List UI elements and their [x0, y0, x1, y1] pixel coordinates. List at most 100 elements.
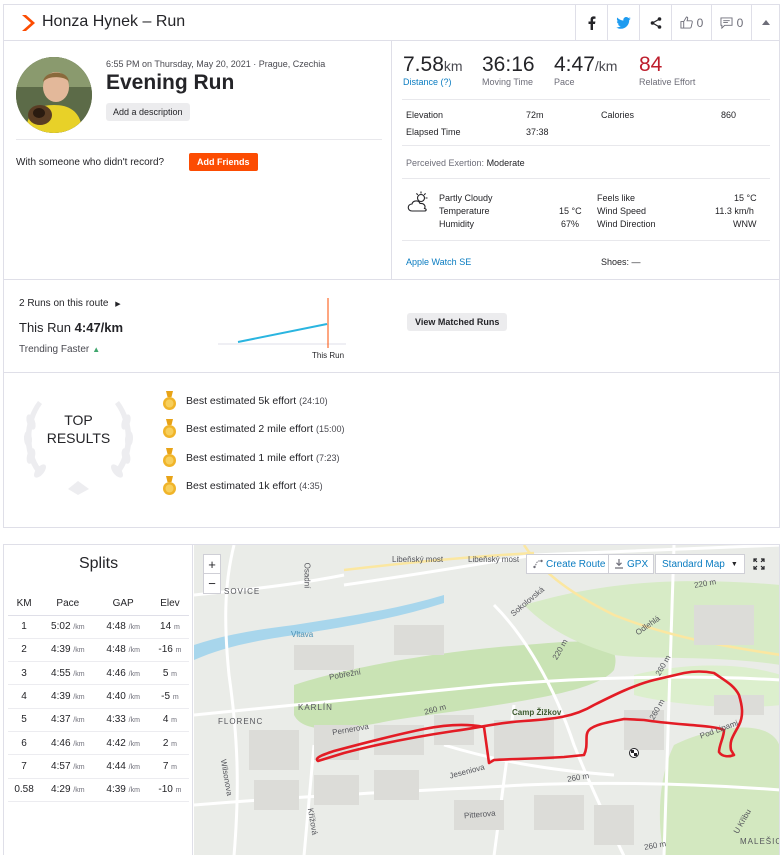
calories-value: 860: [721, 110, 737, 120]
fullscreen-button[interactable]: [748, 554, 770, 574]
medal-icon: [163, 419, 176, 438]
achievement-time: (24:10): [299, 396, 328, 406]
shoes-info: Shoes: —: [601, 257, 641, 267]
add-friends-button[interactable]: Add Friends: [189, 153, 258, 171]
route-path: [315, 670, 744, 765]
view-matched-runs-button[interactable]: View Matched Runs: [407, 313, 508, 331]
split-gap-unit: /km: [128, 624, 140, 632]
map-type-select[interactable]: Standard Map ▼: [655, 554, 745, 574]
split-gap: 4:46 /km: [95, 661, 151, 686]
zoom-out-button[interactable]: −: [208, 576, 216, 591]
splits-header-row: KM Pace GAP Elev: [8, 592, 189, 616]
map-label: Camp Žižkov: [512, 708, 562, 717]
perceived-value: Moderate: [486, 158, 525, 168]
gpx-download-button[interactable]: GPX: [608, 554, 655, 574]
river-vltava: [194, 595, 444, 660]
split-gap-unit: /km: [128, 694, 140, 702]
map-canvas: [194, 545, 779, 855]
runs-on-route-link[interactable]: 2 Runs on this route ▶: [19, 298, 121, 309]
trend-text: Trending Faster: [19, 344, 90, 355]
achievement-name: Best estimated 1 mile effort: [186, 452, 314, 464]
split-pace-value: 4:46: [51, 737, 71, 749]
map-label: KARLÍN: [298, 703, 333, 712]
split-gap-unit: /km: [128, 763, 140, 771]
stat-relative-effort[interactable]: 84 Relative Effort: [639, 53, 695, 87]
route-map[interactable]: Libeňský most Libeňský most Sokolovská O…: [194, 545, 779, 855]
activity-card: Honza Hynek – Run 0 0: [3, 4, 780, 528]
comments-button[interactable]: 0: [711, 5, 751, 40]
split-gap-unit: /km: [128, 717, 140, 725]
map-label: Libeňský most: [468, 555, 520, 564]
collapse-button[interactable]: [751, 5, 779, 40]
activity-header: Honza Hynek – Run 0 0: [4, 5, 779, 41]
create-route-button[interactable]: Create Route: [526, 554, 613, 574]
twitter-share-button[interactable]: [607, 5, 639, 40]
split-elev-value: -5: [161, 691, 171, 703]
splits-panel: Splits KM Pace GAP Elev 1 5:02 /km 4:48 /k…: [4, 545, 193, 855]
split-elev-value: 4: [162, 714, 169, 726]
share-button[interactable]: [639, 5, 671, 40]
achievement-item[interactable]: Best estimated 5k effort (24:10): [162, 390, 328, 412]
this-run-pace: This Run 4:47/km: [19, 320, 123, 335]
table-row: 2 4:39 /km 4:48 /km -16 m: [8, 638, 189, 663]
split-gap-value: 4:48: [106, 644, 126, 656]
facebook-share-button[interactable]: [575, 5, 607, 40]
zoom-in-button[interactable]: +: [204, 555, 220, 574]
wind-direction-label: Wind Direction: [597, 219, 656, 229]
wind-speed-value: 11.3 km/h: [715, 206, 754, 216]
activity-summary: 6:55 PM on Thursday, May 20, 2021 · Prag…: [4, 41, 392, 279]
split-pace: 4:55 /km: [40, 661, 96, 686]
split-gap-value: 4:46: [106, 667, 126, 679]
split-pace: 4:39 /km: [40, 638, 96, 663]
split-elev-value: -10: [158, 784, 173, 796]
split-pace-value: 4:39: [51, 644, 71, 656]
kudos-button[interactable]: 0: [671, 5, 711, 40]
top-results-line1: TOP: [64, 412, 93, 428]
achievement-item[interactable]: Best estimated 1 mile effort (7:23): [162, 447, 340, 469]
matched-runs-section: 2 Runs on this route ▶ This Run 4:47/km …: [4, 279, 779, 373]
split-gap: 4:33 /km: [95, 708, 151, 732]
pace-label: Pace: [554, 77, 575, 87]
this-run-marker-label: This Run: [312, 351, 344, 360]
achievement-item[interactable]: Best estimated 1k effort (4:35): [162, 475, 323, 497]
add-description-button[interactable]: Add a description: [106, 103, 190, 121]
achievement-item[interactable]: Best estimated 2 mile effort (15:00): [162, 418, 345, 440]
create-route-icon: [533, 559, 543, 569]
split-km-value: 4: [21, 691, 27, 703]
split-elev: 7 m: [150, 754, 189, 779]
split-pace: 4:39 /km: [40, 684, 96, 709]
weather-condition: Partly Cloudy: [439, 193, 493, 203]
split-gap-value: 4:48: [106, 621, 126, 633]
split-gap: 4:39 /km: [95, 778, 151, 802]
perceived-exertion: Perceived Exertion: Moderate: [406, 158, 525, 168]
split-gap: 4:40 /km: [95, 684, 151, 709]
split-gap: 4:48 /km: [95, 638, 151, 663]
partly-cloudy-icon: [407, 191, 428, 212]
split-km-value: 5: [21, 714, 27, 726]
feels-like-value: 15 °C: [734, 193, 757, 203]
table-row: 7 4:57 /km 4:44 /km 7 m: [8, 754, 189, 779]
split-km: 3: [8, 661, 41, 686]
table-row: 0.58 4:29 /km 4:39 /km -10 m: [8, 778, 189, 802]
split-elev-value: 2: [162, 737, 169, 749]
divider: [16, 139, 382, 140]
split-elev: -10 m: [150, 778, 189, 802]
achievement-time: (4:35): [299, 481, 323, 491]
create-route-label: Create Route: [546, 558, 606, 570]
split-elev-unit: m: [171, 740, 178, 748]
chevron-right-icon: ▶: [115, 301, 121, 308]
col-gap: GAP: [95, 592, 151, 616]
achievement-name: Best estimated 5k effort: [186, 395, 297, 407]
feels-like-label: Feels like: [597, 193, 636, 203]
distance-label-link[interactable]: Distance (?): [403, 77, 452, 87]
trend-indicator: Trending Faster ▲: [19, 344, 100, 355]
divider: [402, 99, 770, 100]
with-someone-text: With someone who didn't record?: [16, 157, 165, 168]
avatar[interactable]: [16, 57, 92, 133]
pace-unit: /km: [594, 58, 618, 74]
device-link[interactable]: Apple Watch SE: [406, 257, 472, 267]
split-elev: -16 m: [150, 638, 189, 663]
top-results-line2: RESULTS: [46, 430, 111, 446]
runs-on-route-text: 2 Runs on this route: [19, 298, 109, 309]
